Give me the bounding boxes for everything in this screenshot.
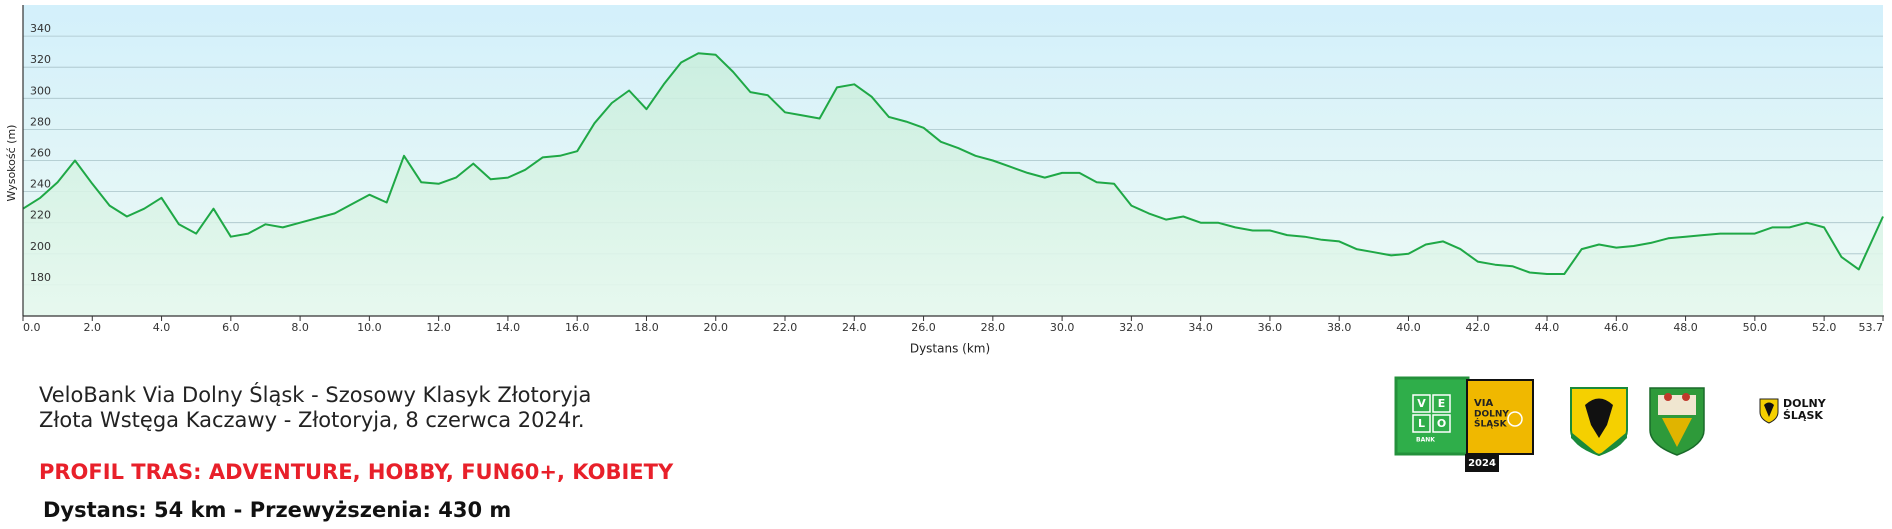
x-tick-label: 46.0: [1604, 321, 1629, 334]
profile-heading: PROFIL TRAS: ADVENTURE, HOBBY, FUN60+, K…: [39, 460, 674, 484]
y-tick-label: 200: [30, 240, 51, 253]
y-tick-label: 240: [30, 178, 51, 191]
x-tick-label: 6.0: [222, 321, 240, 334]
x-tick-label: 30.0: [1050, 321, 1075, 334]
elevation-line: [22, 52, 1884, 275]
wheat: [1662, 418, 1692, 447]
x-tick-label: 50.0: [1743, 321, 1768, 334]
eagle: [1585, 398, 1613, 438]
via-text: VIA: [1474, 398, 1493, 409]
x-tick-label: 32.0: [1119, 321, 1144, 334]
plot-area: [22, 35, 1884, 316]
area-fill: [23, 53, 1883, 316]
x-tick-label: 36.0: [1258, 321, 1283, 334]
y-tick-label: 320: [30, 53, 51, 66]
title-line-1: VeloBank Via Dolny Śląsk - Szosowy Klasy…: [39, 382, 591, 407]
y-tick-label: 220: [30, 209, 51, 222]
x-tick-label: 34.0: [1188, 321, 1213, 334]
figure-head: [1682, 393, 1690, 401]
x-tick-label: 42.0: [1465, 321, 1490, 334]
title-line-2: Złota Wstęga Kaczawy - Złotoryja, 8 czer…: [39, 408, 585, 432]
x-tick-label: 16.0: [565, 321, 590, 334]
dolny-slask-logo: DOLNY ŚLĄSK: [1759, 397, 1827, 424]
region-text: DOLNY: [1783, 397, 1827, 410]
via-text: DOLNY: [1474, 410, 1509, 420]
region-text: ŚLĄSK: [1783, 409, 1823, 422]
figure-head: [1664, 393, 1672, 401]
velo-cell: [1432, 394, 1451, 413]
y-tick-label: 340: [30, 22, 51, 35]
x-tick-label: 53.7: [1859, 321, 1884, 334]
year-text: 2024: [1468, 458, 1496, 469]
y-tick-label: 260: [30, 147, 51, 160]
figures: [1658, 395, 1696, 415]
x-tick-label: 10.0: [357, 321, 382, 334]
y-tick-label: 280: [30, 115, 51, 128]
x-tick-label: 28.0: [981, 321, 1006, 334]
summary: Dystans: 54 km - Przewyższenia: 430 m: [43, 498, 511, 522]
x-tick-label: 18.0: [634, 321, 659, 334]
velo-letter: L: [1418, 417, 1425, 430]
velo-letter: E: [1438, 397, 1446, 410]
y-axis-title: Wysokość (m): [5, 125, 18, 202]
coat-of-arms-zlotoryja: [1649, 387, 1705, 456]
x-tick-label: 26.0: [911, 321, 936, 334]
x-tick-label: 38.0: [1327, 321, 1352, 334]
x-tick-label: 20.0: [703, 321, 728, 334]
x-tick-label: 24.0: [842, 321, 867, 334]
shield-base: [1571, 432, 1627, 455]
y-tick-label: 180: [30, 271, 51, 284]
x-tick-label: 40.0: [1396, 321, 1421, 334]
velobank-logo: V E L O BANK VIA DOLNY ŚLĄSK 2024: [1394, 376, 1534, 472]
x-tick-label: 22.0: [773, 321, 798, 334]
via-wheel: [1507, 411, 1523, 427]
x-tick-label: 12.0: [426, 321, 451, 334]
x-tick-label: 52.0: [1812, 321, 1837, 334]
bank-text: BANK: [1416, 437, 1435, 444]
coat-of-arms-silesia: [1570, 387, 1628, 457]
x-tick-label: 48.0: [1673, 321, 1698, 334]
x-tick-label: 14.0: [496, 321, 521, 334]
x-tick-label: 8.0: [291, 321, 309, 334]
year-tag: [1465, 454, 1499, 472]
y-tick-label: 300: [30, 84, 51, 97]
x-axis-title: Dystans (km): [910, 342, 990, 356]
velo-cell: [1412, 394, 1431, 413]
x-tick-label: 44.0: [1535, 321, 1560, 334]
x-tick-label: 4.0: [153, 321, 171, 334]
via-text: ŚLĄSK: [1474, 418, 1508, 430]
x-tick-label: 0.0: [23, 321, 41, 334]
velo-box: [1394, 376, 1470, 456]
velo-cell: [1432, 414, 1451, 433]
x-tick-label: 2.0: [84, 321, 102, 334]
velo-cell: [1412, 414, 1431, 433]
mini-eagle: [1764, 402, 1774, 417]
velo-letter: V: [1417, 397, 1426, 410]
velo-letter: O: [1437, 417, 1446, 430]
